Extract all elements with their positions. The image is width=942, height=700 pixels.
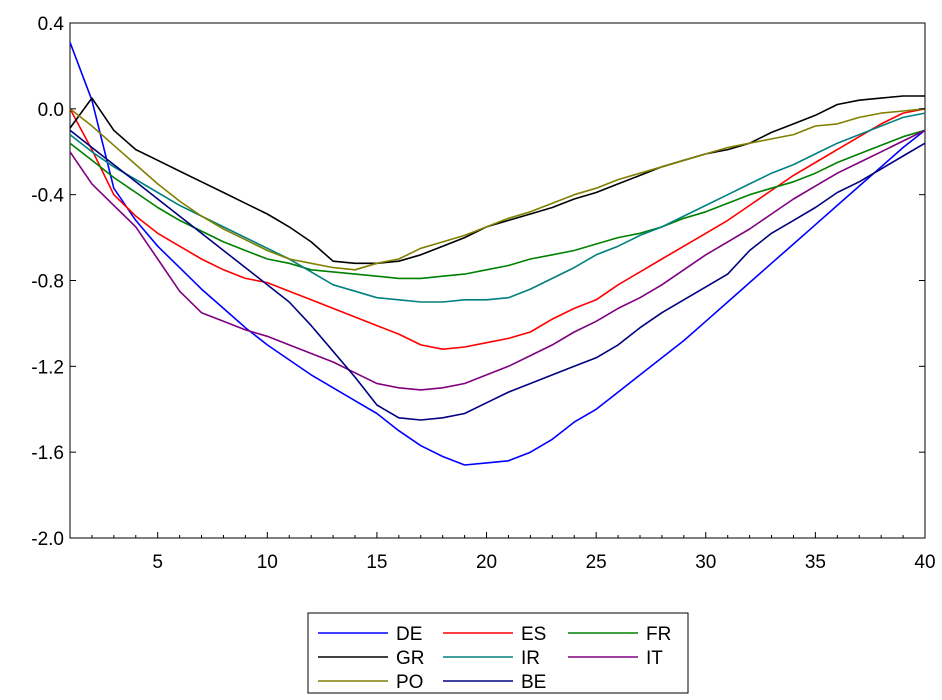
series-lines (69, 42, 926, 466)
x-tick-label: 40 (914, 552, 935, 573)
legend-label-ir: IR (521, 648, 540, 669)
y-tick-label: -0.8 (31, 272, 64, 293)
x-tick-label: 10 (257, 552, 278, 573)
y-tick-label: -2.0 (31, 529, 64, 550)
legend-label-fr: FR (646, 624, 671, 645)
legend-label-it: IT (646, 648, 663, 669)
series-line-it (69, 129, 926, 391)
legend-label-de: DE (396, 624, 422, 645)
y-tick-label: -1.6 (31, 443, 64, 464)
y-tick-label: 0.0 (38, 100, 64, 121)
series-line-ir (69, 112, 926, 303)
legend-label-po: PO (396, 672, 423, 693)
legend-label-es: ES (521, 624, 546, 645)
y-tick-label: -1.2 (31, 357, 64, 378)
legend-box (307, 612, 689, 694)
series-line-be (69, 129, 926, 421)
series-line-de (69, 42, 926, 466)
legend-label-gr: GR (396, 648, 425, 669)
x-tick-label: 25 (586, 552, 607, 573)
y-tick-label: 0.4 (38, 14, 65, 35)
x-tick-label: 20 (476, 552, 497, 573)
series-line-gr (69, 95, 925, 265)
x-tick-label: 35 (805, 552, 826, 573)
plot-frame-group (69, 22, 926, 539)
plot-frame (69, 22, 926, 539)
x-tick-label: 5 (152, 552, 163, 573)
legend-label-be: BE (521, 672, 546, 693)
axes: -2.0 -1.6 -1.2 -0.8 -0.4 0.0 0.4 5 10 15 20 25 30 35 4… (31, 14, 935, 573)
legend: DE ES FR GR IR IT PO BE (307, 612, 689, 694)
series-line-es (69, 108, 926, 351)
series-line-po (69, 108, 926, 271)
x-tick-label: 15 (366, 552, 387, 573)
series-line-fr (69, 129, 926, 280)
x-tick-label: 30 (695, 552, 716, 573)
y-tick-label: -0.4 (31, 186, 64, 207)
